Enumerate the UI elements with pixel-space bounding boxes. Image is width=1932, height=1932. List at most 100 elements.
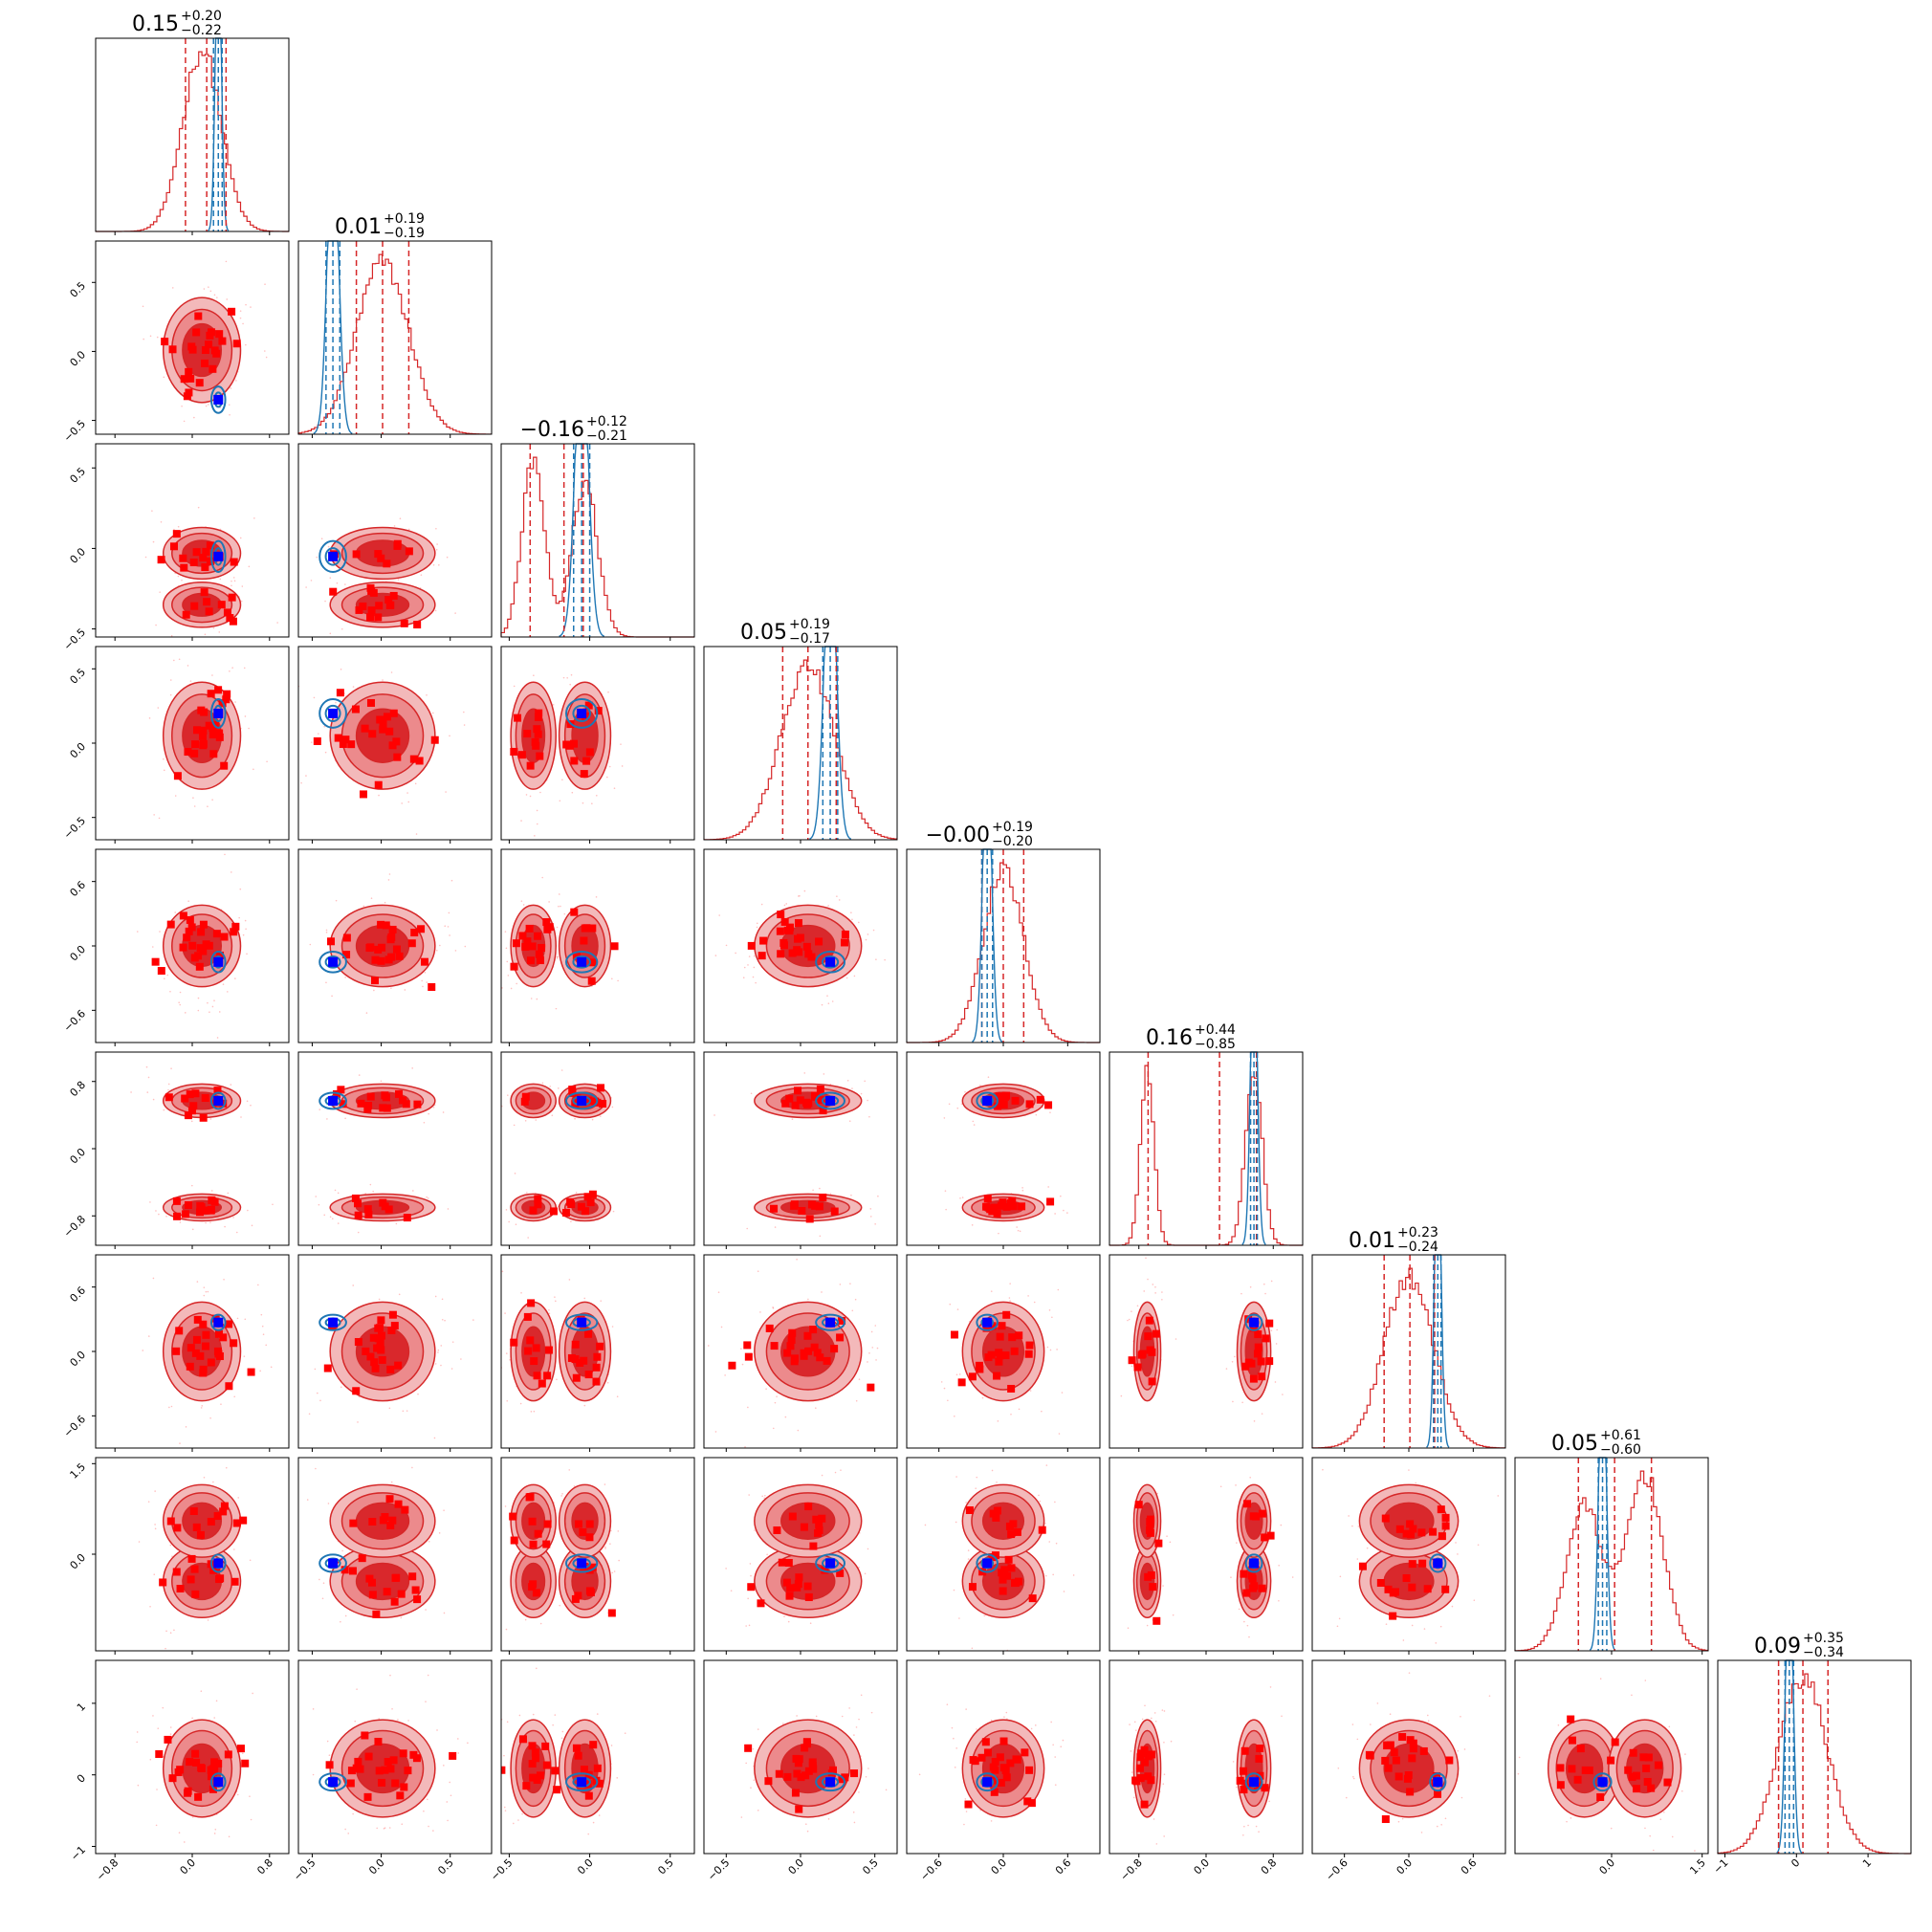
red-square-marker <box>587 977 596 985</box>
red-square-marker <box>363 1792 372 1801</box>
blue-contour-outer <box>815 1313 845 1331</box>
red-square-marker <box>367 606 376 615</box>
sample-point <box>864 1080 866 1083</box>
sample-point <box>541 1082 544 1085</box>
sample-point <box>529 795 532 798</box>
red-square-marker <box>533 1776 541 1785</box>
red-square-marker <box>205 941 213 950</box>
red-square-marker <box>542 918 551 927</box>
red-square-marker <box>191 1349 200 1357</box>
sample-point <box>246 953 248 955</box>
red-square-marker <box>1254 1330 1262 1339</box>
sample-point <box>383 1828 385 1830</box>
sample-point <box>855 1399 858 1402</box>
sample-point <box>325 932 328 933</box>
red-square-marker <box>543 1372 552 1380</box>
red-square-marker <box>1009 1520 1018 1528</box>
sample-point <box>344 1828 346 1831</box>
red-square-marker <box>192 1523 201 1531</box>
sample-point <box>1427 1714 1429 1717</box>
red-square-marker <box>836 1569 845 1577</box>
sample-point <box>443 606 445 608</box>
sample-point <box>1058 1433 1061 1435</box>
red-square-marker <box>1138 1350 1147 1358</box>
sample-point <box>1376 1702 1379 1704</box>
sample-point <box>958 1373 961 1375</box>
red-square-marker <box>1007 1384 1016 1393</box>
red-square-marker <box>561 1208 570 1217</box>
red-square-marker <box>1262 1334 1270 1343</box>
marginal-panel-8: 0.05 +0.61−0.60 <box>1514 1428 1709 1652</box>
sample-point <box>1557 1723 1560 1726</box>
red-square-marker <box>1402 1529 1411 1538</box>
sample-point <box>582 801 584 804</box>
red-square-marker <box>201 1342 209 1350</box>
red-square-marker <box>992 1513 1000 1522</box>
sample-point <box>1156 1492 1158 1495</box>
red-square-marker <box>198 732 207 740</box>
sample-point <box>203 288 206 290</box>
sample-point <box>165 1647 166 1650</box>
sample-point <box>983 1614 986 1617</box>
x-tick-label: 0.0 <box>1394 1856 1416 1877</box>
sample-point <box>616 1777 619 1779</box>
sample-point <box>225 1458 227 1460</box>
sample-point <box>915 997 917 999</box>
red-square-marker <box>794 919 802 928</box>
red-square-marker <box>583 1193 592 1201</box>
sample-point <box>744 1446 746 1448</box>
panel-frame <box>703 646 898 841</box>
sample-point <box>170 1067 172 1069</box>
sample-point <box>1054 1756 1056 1758</box>
panel-title-4: 0.05 +0.19−0.17 <box>740 617 830 647</box>
red-square-marker <box>522 1782 531 1790</box>
red-square-marker <box>1240 1786 1248 1794</box>
sample-point <box>501 987 503 989</box>
sample-point <box>965 1811 968 1812</box>
red-square-marker <box>572 1373 581 1382</box>
sample-point <box>156 1789 158 1790</box>
sample-point <box>137 931 139 933</box>
sample-point <box>520 900 523 902</box>
red-square-marker <box>990 1788 999 1796</box>
sample-point <box>1281 1715 1283 1718</box>
red-square-marker <box>218 337 227 345</box>
red-square-marker <box>594 707 603 715</box>
red-square-marker <box>571 1340 580 1349</box>
sample-point <box>1463 1748 1466 1750</box>
red-square-marker <box>384 1205 393 1214</box>
sample-point <box>234 701 236 703</box>
sample-point <box>1029 1390 1032 1392</box>
sample-point <box>427 1197 429 1199</box>
sample-point <box>611 977 613 980</box>
red-square-marker <box>1007 1530 1016 1539</box>
red-square-marker <box>164 1735 172 1744</box>
red-square-marker <box>215 330 224 339</box>
sample-point <box>432 563 435 566</box>
truth-marker <box>577 1317 587 1328</box>
red-square-marker <box>186 1362 194 1371</box>
x-tick-label: 0.8 <box>1259 1856 1280 1877</box>
sample-point <box>226 298 229 300</box>
sample-point <box>179 1221 182 1223</box>
red-square-marker <box>1381 1514 1390 1523</box>
red-square-marker <box>383 1104 391 1112</box>
red-square-marker <box>811 1201 820 1210</box>
red-square-marker <box>384 1758 392 1767</box>
red-square-marker <box>790 1200 799 1209</box>
truth-marker <box>1433 1558 1443 1569</box>
red-square-marker <box>584 1329 593 1338</box>
sample-point <box>826 995 828 997</box>
red-square-marker <box>574 1592 582 1600</box>
sample-point <box>407 1720 409 1722</box>
sample-point <box>340 1386 342 1389</box>
red-square-marker <box>533 725 541 734</box>
x-tick-label: 1 <box>1860 1856 1874 1870</box>
red-square-marker <box>798 1206 806 1215</box>
red-square-marker <box>580 936 588 945</box>
red-square-marker <box>1404 1771 1413 1780</box>
red-square-marker <box>361 724 369 733</box>
red-square-marker <box>1568 1765 1576 1773</box>
truth-marker <box>982 1317 993 1328</box>
sample-point <box>783 1615 785 1617</box>
